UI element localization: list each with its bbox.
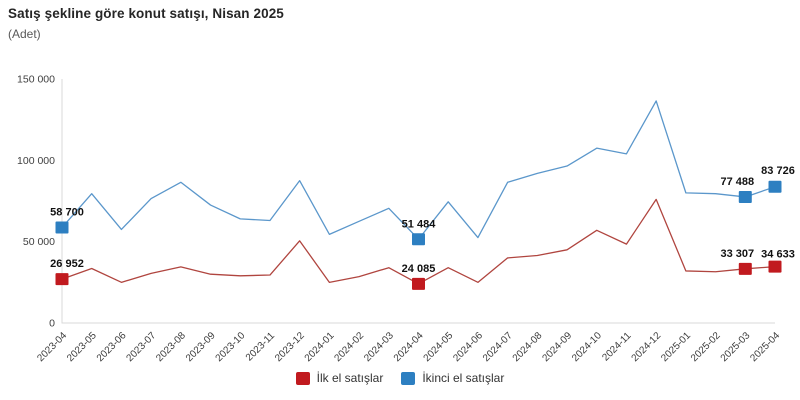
data-point-marker [412, 277, 425, 290]
legend-swatch-ikinci-el [401, 371, 416, 385]
legend-label-ikinci-el: İkinci el satışlar [422, 371, 505, 385]
x-tick-label: 2024-03 [362, 330, 396, 364]
legend-label-ilk-el: İlk el satışlar [316, 371, 384, 385]
x-tick-label: 2025-02 [689, 330, 723, 364]
data-point-marker [738, 190, 752, 203]
x-tick-label: 2023-10 [214, 330, 248, 364]
data-point-label: 51 484 [402, 218, 437, 230]
data-point-label: 26 952 [50, 258, 84, 270]
data-point-marker [412, 233, 425, 246]
x-tick-label: 2023-04 [35, 330, 69, 364]
data-point-marker [768, 260, 782, 273]
y-tick-label: 100 000 [17, 155, 55, 167]
x-tick-label: 2024-02 [332, 330, 366, 364]
data-point-label: 58 700 [50, 207, 84, 219]
y-tick-label: 150 000 [17, 74, 55, 86]
legend-item-ikinci-el-satislar[interactable]: İkinci el satışlar [401, 371, 504, 385]
data-point-label: 77 488 [720, 176, 754, 188]
x-tick-label: 2024-06 [451, 330, 485, 364]
data-point-label: 83 726 [761, 165, 795, 177]
x-tick-label: 2023-05 [65, 330, 99, 364]
x-tick-label: 2024-10 [570, 330, 604, 364]
y-tick-label: 50 000 [23, 236, 55, 248]
x-tick-label: 2024-08 [511, 330, 545, 364]
x-tick-label: 2023-11 [244, 330, 278, 364]
legend-item-ilk-el-satislar[interactable]: İlk el satışlar [295, 371, 384, 385]
chart-legend: İlk el satışlar İkinci el satışlar [0, 371, 800, 385]
x-tick-label: 2024-11 [600, 330, 634, 364]
x-tick-label: 2024-04 [392, 330, 426, 364]
x-tick-label: 2023-07 [125, 330, 159, 364]
x-tick-label: 2025-01 [659, 330, 693, 364]
data-point-label: 33 307 [720, 248, 754, 260]
x-tick-label: 2024-07 [481, 330, 515, 364]
x-tick-label: 2024-01 [303, 330, 337, 364]
axis-lines [61, 79, 775, 324]
data-point-label: 34 633 [761, 249, 795, 261]
chart-unit-label: (Adet) [8, 27, 41, 41]
data-point-label: 24 085 [402, 263, 436, 275]
x-tick-label: 2023-06 [95, 330, 129, 364]
x-tick-label: 2025-04 [748, 330, 782, 364]
x-tick-label: 2024-09 [540, 330, 574, 364]
data-point-marker [768, 180, 782, 193]
x-tick-label: 2023-08 [154, 330, 188, 364]
x-tick-label: 2024-05 [422, 330, 456, 364]
data-point-marker [738, 262, 752, 275]
x-tick-label: 2023-12 [273, 330, 307, 364]
chart-title: Satış şekline göre konut satışı, Nisan 2… [8, 6, 284, 21]
x-tick-label: 2024-12 [630, 330, 664, 364]
x-tick-label: 2025-03 [719, 330, 753, 364]
legend-swatch-ilk-el [295, 371, 310, 385]
data-point-marker [55, 273, 69, 286]
data-point-marker [55, 221, 69, 234]
y-tick-label: 0 [49, 318, 55, 330]
x-tick-label: 2023-09 [184, 330, 218, 364]
